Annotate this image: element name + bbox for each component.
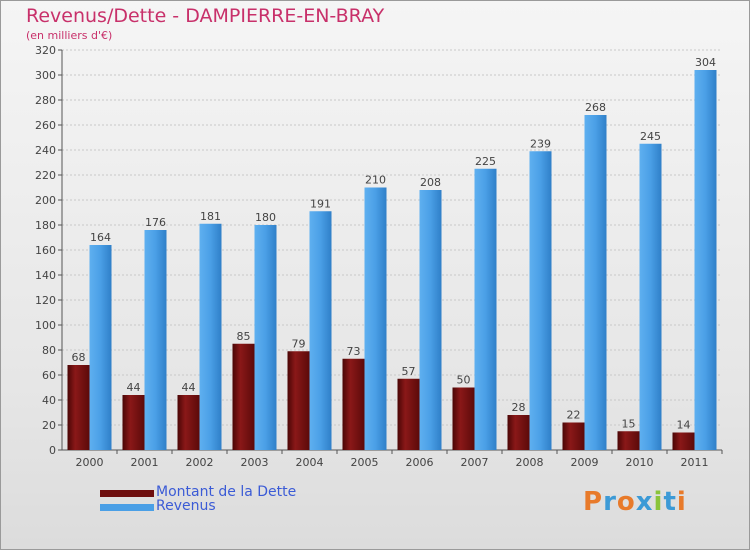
bar-revenue xyxy=(529,151,552,450)
data-label-revenue: 208 xyxy=(420,176,441,189)
data-label-revenue: 180 xyxy=(255,211,276,224)
y-tick-label: 60 xyxy=(42,369,56,382)
x-tick-label: 2007 xyxy=(461,456,489,469)
data-label-revenue: 225 xyxy=(475,155,496,168)
bar-revenue xyxy=(199,223,222,450)
data-label-revenue: 304 xyxy=(695,56,716,69)
legend-label-debt: Montant de la Dette xyxy=(156,484,297,500)
grid-lines xyxy=(62,49,722,451)
y-tick-label: 280 xyxy=(35,94,56,107)
y-tick-label: 0 xyxy=(49,444,56,457)
data-label-revenue: 191 xyxy=(310,197,331,210)
y-tick-label: 140 xyxy=(35,269,56,282)
x-tick-label: 2002 xyxy=(186,456,214,469)
bar-debt xyxy=(672,432,695,450)
y-tick-label: 260 xyxy=(35,119,56,132)
data-label-debt: 57 xyxy=(402,365,416,378)
bar-debt xyxy=(232,343,255,450)
logo-letter: o xyxy=(616,487,636,517)
bar-revenue xyxy=(364,187,387,450)
y-tick-label: 160 xyxy=(35,244,56,257)
data-label-revenue: 181 xyxy=(200,210,221,223)
bar-debt xyxy=(617,431,640,450)
bar-debt xyxy=(287,351,310,450)
data-label-debt: 14 xyxy=(677,419,691,432)
data-labels: 68 164 44 176 44 181 85 180 79 191 73 210 57 208 50 225… xyxy=(72,56,717,432)
data-label-debt: 15 xyxy=(622,417,636,430)
y-tick-label: 320 xyxy=(35,44,56,57)
bar-revenue xyxy=(474,168,497,450)
bar-revenue xyxy=(309,211,332,450)
x-tick-label: 2008 xyxy=(516,456,544,469)
bar-revenue xyxy=(419,190,442,450)
data-label-revenue: 268 xyxy=(585,101,606,114)
y-tick-label: 240 xyxy=(35,144,56,157)
data-label-debt: 44 xyxy=(127,381,141,394)
bar-revenue xyxy=(254,225,277,450)
data-label-revenue: 245 xyxy=(640,130,661,143)
bar-revenue xyxy=(89,245,112,450)
y-tick-label: 300 xyxy=(35,69,56,82)
x-tick-label: 2010 xyxy=(626,456,654,469)
x-tick-label: 2003 xyxy=(241,456,269,469)
x-tick-label: 2001 xyxy=(131,456,159,469)
legend-swatch-debt xyxy=(100,490,154,497)
data-label-revenue: 176 xyxy=(145,216,166,229)
chart-subtitle: (en milliers d'€) xyxy=(26,29,113,42)
y-tick-label: 200 xyxy=(35,194,56,207)
logo-letter: i xyxy=(653,487,664,517)
logo-letter: P xyxy=(583,487,604,517)
chart-title: Revenus/Dette - DAMPIERRE-EN-BRAY xyxy=(26,5,385,27)
x-tick-label: 2004 xyxy=(296,456,324,469)
y-tick-label: 100 xyxy=(35,319,56,332)
bar-revenue xyxy=(694,70,717,450)
data-label-debt: 28 xyxy=(512,401,526,414)
proxiti-logo: Proxiti xyxy=(583,487,687,517)
y-tick-label: 20 xyxy=(42,419,56,432)
logo-letter: x xyxy=(635,487,654,517)
bar-debt xyxy=(122,395,145,450)
x-tick-label: 2000 xyxy=(76,456,104,469)
data-label-revenue: 210 xyxy=(365,174,386,187)
legend-swatch-revenue xyxy=(100,504,154,511)
bar-revenue xyxy=(584,115,607,450)
bar-debt xyxy=(342,358,365,450)
logo-letter: r xyxy=(603,487,617,517)
data-label-debt: 73 xyxy=(347,345,361,358)
bar-revenue xyxy=(639,143,662,450)
axes: 0 20 40 60 80 100 120 140 160 180 200 220 240 260 280 3… xyxy=(35,44,723,469)
data-label-debt: 44 xyxy=(182,381,196,394)
bar-debt xyxy=(507,415,530,450)
data-label-debt: 22 xyxy=(567,409,581,422)
logo-letter: i xyxy=(676,487,687,517)
data-label-debt: 79 xyxy=(292,337,306,350)
y-tick-label: 80 xyxy=(42,344,56,357)
bar-debt xyxy=(177,395,200,450)
data-label-revenue: 164 xyxy=(90,231,111,244)
bars xyxy=(67,70,717,450)
y-tick-label: 120 xyxy=(35,294,56,307)
bar-revenue xyxy=(144,230,167,450)
x-tick-label: 2006 xyxy=(406,456,434,469)
bar-debt xyxy=(452,387,475,450)
data-label-debt: 50 xyxy=(457,374,471,387)
bar-debt xyxy=(397,378,420,450)
logo-letter: t xyxy=(663,487,677,517)
data-label-revenue: 239 xyxy=(530,137,551,150)
y-tick-label: 220 xyxy=(35,169,56,182)
bar-debt xyxy=(67,365,90,450)
legend-label-revenue: Revenus xyxy=(156,498,216,514)
x-tick-label: 2005 xyxy=(351,456,379,469)
data-label-debt: 68 xyxy=(72,351,86,364)
x-tick-label: 2009 xyxy=(571,456,599,469)
bar-debt xyxy=(562,422,585,450)
y-tick-label: 40 xyxy=(42,394,56,407)
x-tick-label: 2011 xyxy=(681,456,709,469)
data-label-debt: 85 xyxy=(237,330,251,343)
y-tick-label: 180 xyxy=(35,219,56,232)
